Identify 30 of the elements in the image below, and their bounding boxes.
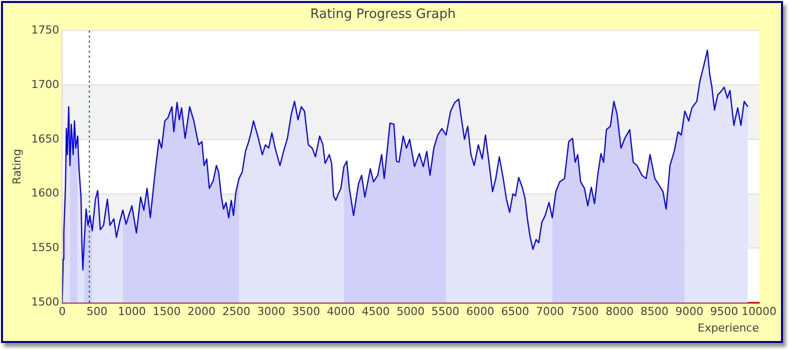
x-tick-label: 5500	[431, 305, 460, 318]
y-tick-label: 1700	[31, 78, 60, 91]
x-tick-label: 2000	[188, 305, 216, 318]
x-tick-label: 7500	[570, 305, 599, 318]
y-tick-label: 1750	[31, 23, 60, 36]
chart-title: Rating Progress Graph	[310, 7, 456, 22]
x-tick-label: 4000	[326, 305, 355, 318]
x-tick-label: 10000	[742, 305, 776, 318]
x-tick-label: 9500	[710, 305, 738, 318]
y-tick-label: 1650	[31, 132, 60, 146]
y-tick-label: 1500	[31, 295, 60, 308]
x-tick-label: 1000	[118, 305, 146, 318]
x-tick-label: 6000	[466, 305, 494, 318]
x-tick-label: 7000	[536, 305, 564, 318]
x-tick-label: 500	[86, 305, 108, 318]
x-tick-label: 9000	[675, 305, 704, 318]
x-tick-label: 1500	[152, 305, 181, 318]
x-tick-label: 8000	[606, 305, 634, 318]
x-tick-label: 3500	[292, 305, 320, 318]
y-tick-label: 1550	[31, 241, 60, 254]
x-tick-label: 2500	[222, 305, 250, 318]
x-tick-label: 3000	[257, 305, 286, 318]
y-axis-title: Rating	[10, 148, 24, 184]
x-tick-label: 8500	[640, 305, 668, 318]
x-tick-label: 0	[58, 305, 66, 318]
x-tick-label: 6500	[501, 305, 530, 318]
x-tick-label: 4500	[362, 305, 390, 318]
y-tick-label: 1600	[31, 186, 60, 200]
x-axis-title: Experience	[698, 321, 760, 334]
x-tick-label: 5000	[396, 305, 425, 318]
